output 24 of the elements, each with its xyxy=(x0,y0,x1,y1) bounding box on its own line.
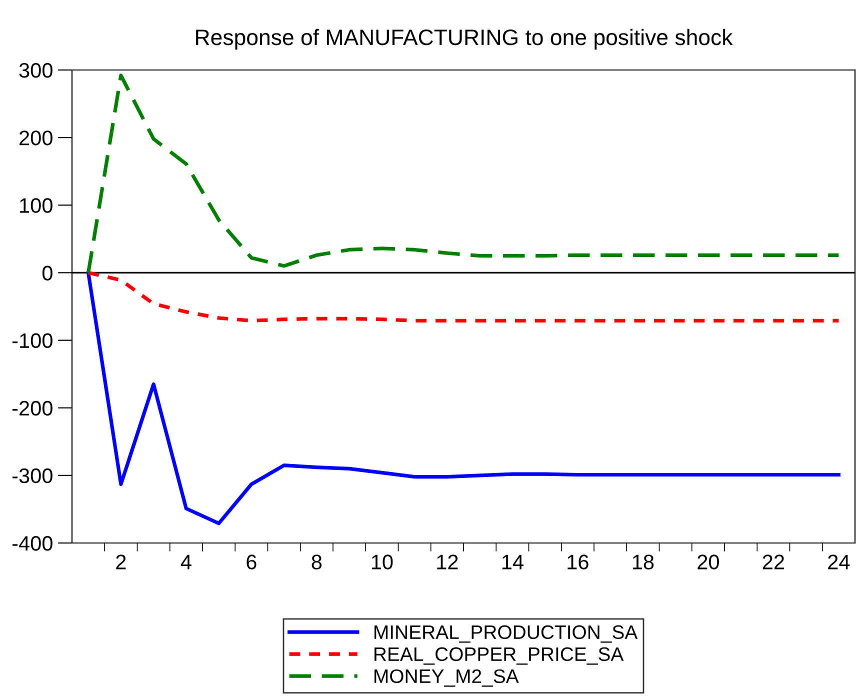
x-tick-label: 6 xyxy=(246,554,256,570)
x-tick-label: 22 xyxy=(762,554,784,570)
x-tick-label: 24 xyxy=(828,554,850,570)
x-tick-label: 20 xyxy=(698,554,719,570)
y-tick-label: -400 xyxy=(12,536,52,551)
y-tick-label: -100 xyxy=(12,333,52,348)
y-tick-label: 0 xyxy=(42,266,52,280)
chart-title: Response of MANUFACTURING to one positive shock xyxy=(196,28,733,50)
x-tick-label: 10 xyxy=(372,554,393,570)
x-tick-label: 16 xyxy=(568,554,588,570)
legend-label: MONEY_M2_SA xyxy=(374,669,519,687)
y-tick-label: -300 xyxy=(12,468,52,484)
y-tick-label: -200 xyxy=(12,400,52,416)
x-tick-label: 14 xyxy=(502,554,524,570)
x-tick-label: 4 xyxy=(180,554,192,570)
x-tick-label: 18 xyxy=(632,554,654,570)
x-tick-label: 2 xyxy=(116,554,126,570)
y-tick-label: 200 xyxy=(20,130,52,146)
legend-label: REAL_COPPER_PRICE_SA xyxy=(374,647,624,665)
y-tick-label: 300 xyxy=(19,63,52,78)
y-tick-label: 100 xyxy=(20,198,52,213)
x-tick-label: 12 xyxy=(437,554,458,570)
x-tick-label: 8 xyxy=(312,554,322,570)
legend-label: MINERAL_PRODUCTION_SA xyxy=(374,625,638,643)
